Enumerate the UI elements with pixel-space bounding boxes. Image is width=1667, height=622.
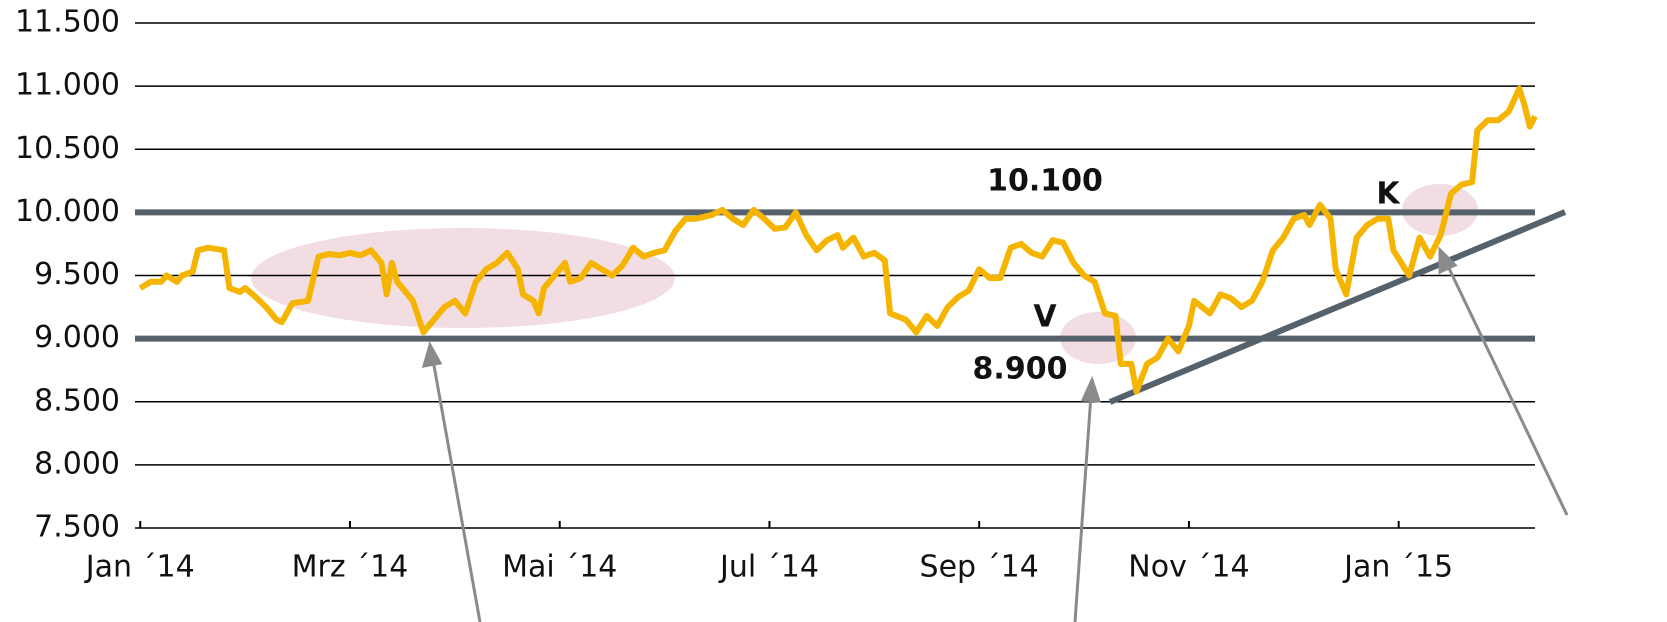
y-tick-label: 7.500 — [34, 510, 120, 545]
y-tick-label: 11.500 — [15, 5, 120, 40]
annotation: K — [1376, 177, 1401, 212]
x-tick-label: Jul ´14 — [718, 550, 819, 585]
annotation: 8.900 — [973, 352, 1068, 387]
y-tick-label: 10.000 — [15, 194, 120, 229]
x-tick-label: Sep ´14 — [920, 550, 1039, 585]
arrow-head — [421, 341, 443, 368]
x-tick-label: Nov ´14 — [1128, 550, 1249, 585]
arrow-head — [1438, 246, 1458, 275]
price-line — [138, 85, 1538, 395]
y-tick-label: 9.500 — [34, 257, 120, 292]
arrows — [421, 246, 1569, 622]
y-tick-label: 8.000 — [34, 446, 120, 481]
x-tick-label: Mrz ´14 — [292, 550, 409, 585]
y-tick-label: 8.500 — [34, 383, 120, 418]
x-tick-label: Mai ´14 — [502, 550, 617, 585]
trend-line — [1108, 209, 1567, 405]
y-tick-label: 11.000 — [15, 68, 120, 103]
arrow — [1073, 394, 1093, 622]
arrow-head — [1080, 375, 1102, 403]
arrow — [1444, 261, 1569, 516]
x-tick-label: Jan ´14 — [84, 550, 195, 585]
y-tick-label: 9.000 — [34, 320, 120, 355]
x-tick-label: Jan ´15 — [1342, 550, 1453, 585]
y-tick-label: 10.500 — [15, 131, 120, 166]
annotation: V — [1033, 300, 1057, 335]
annotation: 10.100 — [987, 164, 1103, 199]
arrow — [431, 359, 482, 622]
